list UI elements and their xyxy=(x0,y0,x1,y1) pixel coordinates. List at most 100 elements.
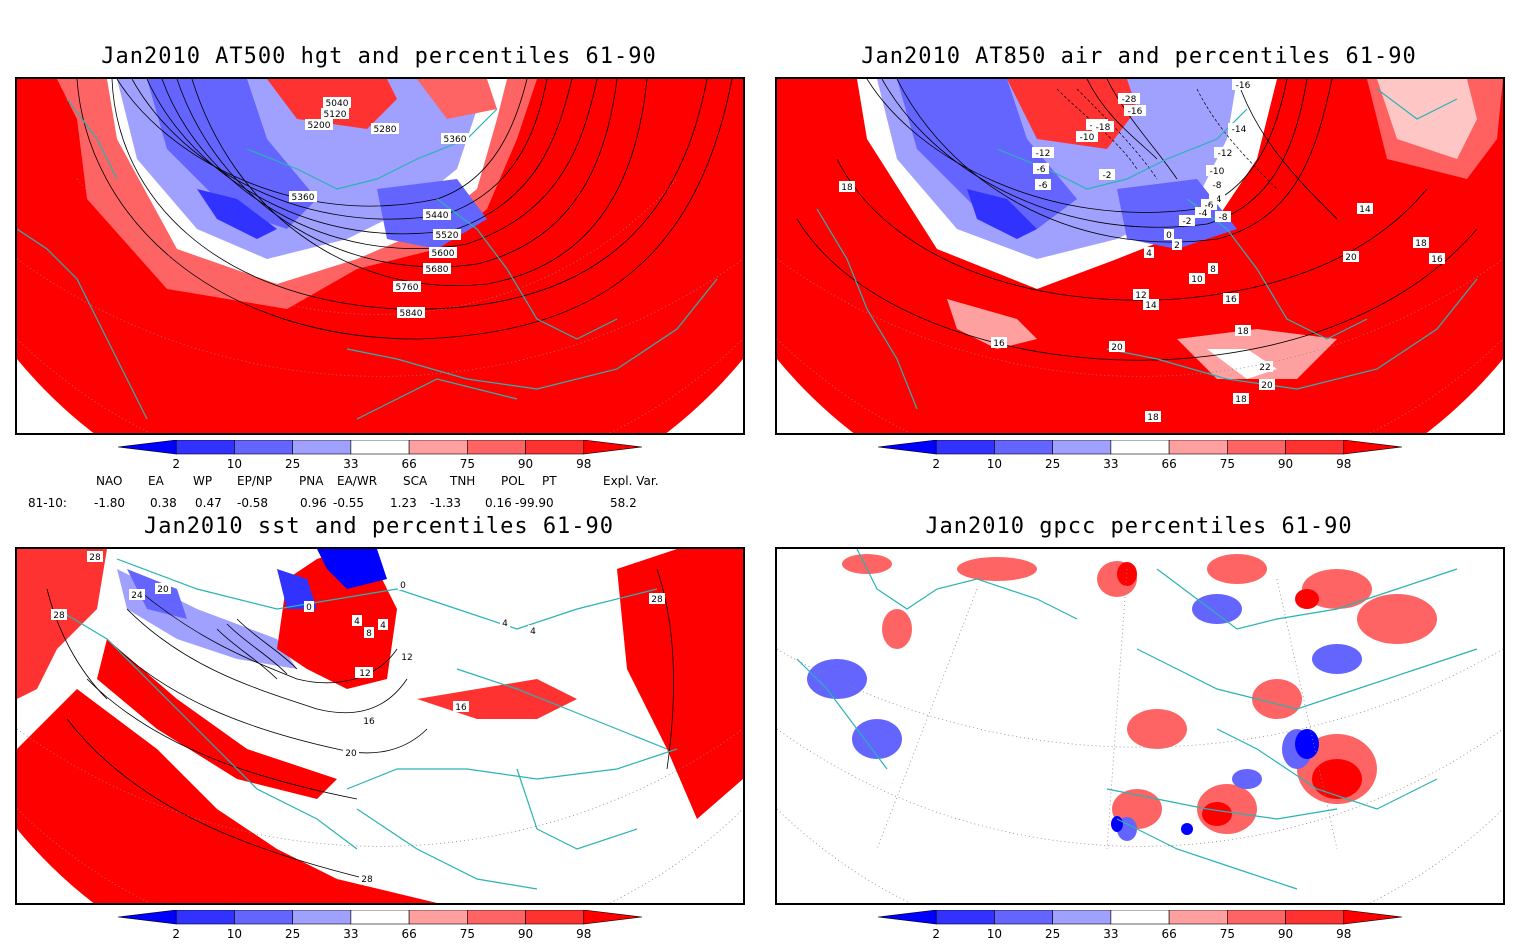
contour-label: -12 xyxy=(1218,149,1233,159)
contour-label: 5840 xyxy=(400,309,423,319)
contour-label-bg xyxy=(1257,361,1273,372)
contour-label-bg xyxy=(1092,121,1114,132)
contour-label-bg xyxy=(441,133,469,144)
contour-label: 0 xyxy=(306,603,312,613)
colorbar-label: 66 xyxy=(1161,927,1176,940)
index-header: POL xyxy=(501,474,525,488)
index-header: Expl. Var. xyxy=(603,474,659,488)
contour-label: 5280 xyxy=(374,125,397,135)
index-value: -0.55 xyxy=(333,496,365,510)
contour-label-bg xyxy=(1215,211,1231,222)
colorbar-segment xyxy=(234,909,293,925)
index-header: EA xyxy=(148,474,164,488)
colorbar-segment xyxy=(292,439,352,455)
colorbar-label: 98 xyxy=(1336,457,1351,471)
colorbar-label: 90 xyxy=(518,927,533,940)
colorbar-segment xyxy=(117,439,177,455)
contour-label-bg xyxy=(1195,207,1211,218)
colorbar-label: 90 xyxy=(1278,927,1293,940)
contour-label-bg xyxy=(453,701,469,712)
colorbar-segment xyxy=(234,439,293,455)
colorbar-label: 75 xyxy=(460,927,475,940)
panel-title-air: Jan2010 AT850 air and percentiles 61-90 xyxy=(861,44,1417,69)
index-value: 0.47 xyxy=(195,496,222,510)
index-header: EP/NP xyxy=(237,474,273,488)
contour-label: 5600 xyxy=(432,249,455,259)
contour-label: 2 xyxy=(1174,241,1180,251)
contour-label: 24 xyxy=(131,591,143,601)
colorbar-label: 2 xyxy=(172,927,180,940)
colorbar-segment xyxy=(117,909,177,925)
contour-label: -10 xyxy=(1080,133,1095,143)
contour-label-bg xyxy=(393,281,421,292)
contour-label: 10 xyxy=(1191,275,1203,285)
colorbar-label: 98 xyxy=(576,457,591,471)
colorbar-segment xyxy=(1227,909,1286,925)
colorbar-label: 10 xyxy=(227,927,242,940)
colorbar-top-left: 2 10 25 33 66 75 90 98 xyxy=(117,439,643,480)
contour-label: 18 xyxy=(1237,327,1249,337)
contour-label-bg xyxy=(1208,263,1218,274)
contour-label-bg xyxy=(1259,379,1275,390)
contour-label-bg xyxy=(1076,131,1098,142)
colorbar-segment xyxy=(994,439,1053,455)
contour-label: 16 xyxy=(1431,255,1443,265)
contour-label: 18 xyxy=(1415,239,1427,249)
contour-label-bg xyxy=(433,229,461,240)
colorbar-segment xyxy=(877,909,937,925)
contour-label-bg xyxy=(1223,293,1239,304)
colorbar-segment xyxy=(350,909,410,925)
colorbar-top-right: 2 10 25 33 66 75 90 98 xyxy=(877,439,1403,480)
colorbar-segment xyxy=(1227,439,1286,455)
map-panel-air: -16-28-16-14-18-14-12-12-10-10-8-6-6-4-2… xyxy=(775,77,1505,435)
contour-label-bg xyxy=(1032,147,1054,158)
contour-label: 0 xyxy=(1166,231,1172,241)
contour-label-bg xyxy=(649,593,665,604)
contour-label-bg xyxy=(500,617,510,628)
colorbar-label: 66 xyxy=(1161,457,1176,471)
contour-label-bg xyxy=(361,715,377,726)
contour-label: 20 xyxy=(345,749,357,759)
contour-label-bg xyxy=(1232,79,1254,90)
colorbar-label: 2 xyxy=(932,457,940,471)
index-value: -0.58 xyxy=(237,496,269,510)
contour-label: -12 xyxy=(1036,149,1051,159)
contour-label: 14 xyxy=(1145,301,1157,311)
contour-label-bg xyxy=(321,108,349,119)
colorbar-segment xyxy=(1052,909,1112,925)
contour-label: -8 xyxy=(1213,181,1222,191)
contour-label: -8 xyxy=(1219,213,1228,223)
contour-label-bg xyxy=(423,263,451,274)
contour-label-bg xyxy=(1429,253,1445,264)
colorbar-label: 10 xyxy=(987,457,1002,471)
colorbar-label: 90 xyxy=(518,457,533,471)
contour-label-bg xyxy=(289,191,317,202)
contour-label: 22 xyxy=(1259,363,1270,373)
contour-label-bg xyxy=(991,337,1007,348)
index-value: 0.96 xyxy=(300,496,327,510)
index-header: EA/WR xyxy=(337,474,378,488)
contour-label-bg xyxy=(1209,193,1225,204)
index-header: PNA xyxy=(299,474,324,488)
contour-label-bg xyxy=(397,307,425,318)
contour-label: 28 xyxy=(361,875,373,885)
contour-label: 5120 xyxy=(324,110,347,120)
contour-label: -14 xyxy=(1232,125,1247,135)
contour-label-bg xyxy=(343,747,359,758)
contour-label: 5520 xyxy=(436,231,459,241)
contour-label: 16 xyxy=(993,339,1005,349)
colorbar-label: 25 xyxy=(1045,457,1060,471)
contour-label: 4 xyxy=(380,621,386,631)
index-header: PT xyxy=(542,474,557,488)
contour-label: 28 xyxy=(89,553,101,563)
colorbar-segment xyxy=(467,909,526,925)
contour-label-bg xyxy=(357,667,373,678)
contour-label: 28 xyxy=(651,595,663,605)
colorbar-segment xyxy=(583,909,643,925)
contour-label: 28 xyxy=(53,611,65,621)
map-panel-sst: 2828242000484124412161620282812 xyxy=(15,547,745,905)
colorbar-label: 66 xyxy=(401,457,416,471)
colorbar-segment xyxy=(175,909,235,925)
contour-label-bg xyxy=(398,579,408,590)
panel-title-gpcc: Jan2010 gpcc percentiles 61-90 xyxy=(925,514,1353,539)
